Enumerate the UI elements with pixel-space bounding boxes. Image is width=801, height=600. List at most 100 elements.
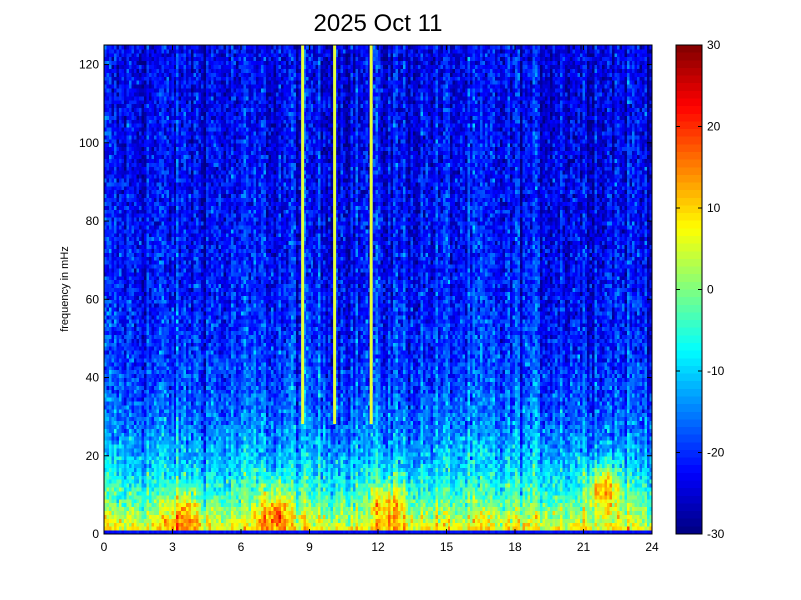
heatmap-cell xyxy=(104,240,107,246)
heatmap-cell xyxy=(116,314,120,320)
heatmap-cell xyxy=(168,158,172,163)
heatmap-cell xyxy=(166,127,170,132)
heatmap-cell xyxy=(118,154,122,159)
heatmap-cell xyxy=(148,178,152,183)
heatmap-cell xyxy=(108,154,112,159)
heatmap-cell xyxy=(156,369,160,375)
heatmap-cell xyxy=(123,84,127,89)
heatmap-cell xyxy=(128,275,132,281)
heatmap-cell xyxy=(161,373,165,379)
heatmap-cell xyxy=(113,240,117,246)
heatmap-cell xyxy=(104,252,107,257)
heatmap-cell xyxy=(121,240,125,246)
heatmap-cell xyxy=(133,412,137,418)
heatmap-cell xyxy=(118,88,122,93)
heatmap-cell xyxy=(153,373,157,379)
heatmap-cell xyxy=(166,377,170,382)
heatmap-cell xyxy=(171,330,175,335)
heatmap-cell xyxy=(146,334,150,339)
heatmap-cell xyxy=(161,428,165,433)
heatmap-cell xyxy=(156,303,160,308)
heatmap-cell xyxy=(123,88,127,93)
heatmap-cell xyxy=(116,463,120,468)
heatmap-cell xyxy=(133,357,137,363)
heatmap-cell xyxy=(166,381,170,386)
heatmap-cell xyxy=(118,99,122,105)
heatmap-cell xyxy=(106,404,110,410)
heatmap-cell xyxy=(156,510,160,515)
heatmap-cell xyxy=(166,252,170,257)
heatmap-cell xyxy=(146,303,150,308)
heatmap-cell xyxy=(156,217,160,222)
heatmap-cell xyxy=(118,397,122,402)
heatmap-cell xyxy=(136,76,140,81)
heatmap-cell xyxy=(168,338,172,343)
heatmap-cell xyxy=(143,487,147,492)
heatmap-cell xyxy=(136,334,140,339)
heatmap-cell xyxy=(141,307,145,312)
heatmap-cell xyxy=(168,127,172,132)
heatmap-cell xyxy=(111,138,115,144)
heatmap-cell xyxy=(151,318,155,324)
heatmap-cell xyxy=(111,213,115,218)
heatmap-cell xyxy=(116,174,120,179)
heatmap-cell xyxy=(168,275,172,281)
heatmap-cell xyxy=(173,334,177,339)
heatmap-cell xyxy=(126,91,130,97)
y-axis-label: frequency in mHz xyxy=(59,246,71,332)
heatmap-cell xyxy=(163,479,167,484)
heatmap-cell xyxy=(111,150,115,156)
heatmap-cell xyxy=(146,205,150,210)
heatmap-cell xyxy=(143,412,147,418)
heatmap-cell xyxy=(171,334,175,339)
heatmap-cell xyxy=(143,240,147,246)
heatmap-cell xyxy=(148,60,152,66)
heatmap-cell xyxy=(108,185,112,191)
heatmap-cell xyxy=(151,107,155,112)
heatmap-cell xyxy=(121,314,125,320)
heatmap-cell xyxy=(106,131,110,136)
heatmap-cell xyxy=(108,103,112,109)
heatmap-cell xyxy=(163,60,167,66)
heatmap-cell xyxy=(156,471,160,476)
heatmap-cell xyxy=(126,131,130,136)
heatmap-cell xyxy=(161,45,165,50)
heatmap-cell xyxy=(163,68,167,73)
heatmap-cell xyxy=(108,209,112,214)
heatmap-cell xyxy=(118,322,122,328)
heatmap-cell xyxy=(131,244,135,249)
heatmap-cell xyxy=(136,197,140,202)
heatmap-cell xyxy=(118,279,122,285)
heatmap-cell xyxy=(131,424,135,429)
heatmap-cell xyxy=(156,494,160,500)
heatmap-cell xyxy=(133,451,137,457)
heatmap-cell xyxy=(138,526,142,531)
heatmap-cell xyxy=(148,416,152,422)
heatmap-cell xyxy=(108,420,112,425)
heatmap-cell xyxy=(158,158,162,163)
heatmap-cell xyxy=(136,393,140,398)
heatmap-cell xyxy=(153,88,157,93)
heatmap-cell xyxy=(108,205,112,210)
heatmap-cell xyxy=(118,307,122,312)
heatmap-cell xyxy=(113,338,117,343)
heatmap-cell xyxy=(108,150,112,156)
heatmap-cell xyxy=(136,459,140,465)
heatmap-cell xyxy=(146,307,150,312)
heatmap-cell xyxy=(116,123,120,128)
heatmap-cell xyxy=(158,287,162,292)
heatmap-cell xyxy=(136,267,140,273)
heatmap-cell xyxy=(128,361,132,367)
heatmap-cell xyxy=(106,264,110,269)
heatmap-cell xyxy=(123,334,127,339)
heatmap-cell xyxy=(118,115,122,120)
heatmap-cell xyxy=(143,295,147,300)
heatmap-cell xyxy=(113,150,117,156)
heatmap-cell xyxy=(163,381,167,386)
heatmap-cell xyxy=(118,127,122,132)
heatmap-cell xyxy=(118,111,122,116)
heatmap-cell xyxy=(166,404,170,410)
heatmap-cell xyxy=(171,217,175,222)
heatmap-cell xyxy=(133,416,137,422)
heatmap-cell xyxy=(156,338,160,343)
